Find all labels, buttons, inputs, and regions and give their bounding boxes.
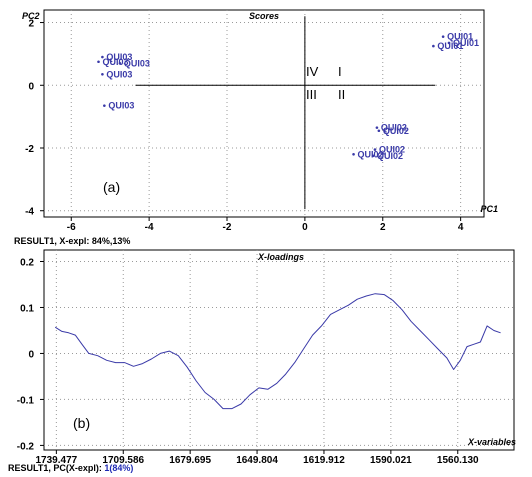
score-point: QUI03 bbox=[97, 57, 129, 67]
scores-y-axis-label: PC2 bbox=[22, 11, 40, 21]
scores-x-tick-label: -6 bbox=[67, 222, 76, 233]
score-point: QUI02 bbox=[375, 123, 407, 133]
loadings-grid bbox=[44, 250, 514, 450]
scores-x-tick-label: 4 bbox=[458, 222, 464, 233]
loadings-y-tick-label: -0.2 bbox=[17, 441, 35, 452]
score-point: QUI01 bbox=[432, 41, 463, 51]
loadings-panel: 1739.477 1709.586 1679.695 1649.804 1619.912… bbox=[8, 249, 516, 473]
loadings-frame bbox=[43, 249, 515, 451]
score-point: QUI02 bbox=[371, 151, 403, 161]
score-point: QUI03 bbox=[118, 58, 150, 68]
loadings-y-ticks: 0.2 0.1 0 -0.1 -0.2 bbox=[17, 257, 44, 452]
score-point: QUI02 bbox=[373, 145, 405, 155]
score-point-label: QUI02 bbox=[381, 123, 407, 133]
score-point-label: QUI03 bbox=[103, 57, 129, 67]
score-point-marker bbox=[352, 152, 355, 156]
quadrant-label-i: I bbox=[338, 64, 342, 79]
scores-frame bbox=[43, 9, 485, 218]
loadings-series bbox=[54, 293, 501, 410]
scores-x-tick-label: 2 bbox=[380, 222, 386, 233]
scores-y-tick-label: 2 bbox=[28, 19, 34, 30]
quadrant-label-iv: IV bbox=[306, 64, 319, 79]
score-point: QUI03 bbox=[101, 52, 132, 62]
score-point-label: QUI01 bbox=[437, 41, 463, 51]
quadrant-label-ii: II bbox=[338, 87, 345, 102]
score-point: QUI02 bbox=[352, 149, 384, 159]
scores-y-tick-label: -4 bbox=[25, 207, 34, 218]
score-point-marker bbox=[377, 129, 381, 133]
loadings-status-bar: RESULT1, PC(X-expl): 1(84%) bbox=[8, 463, 133, 473]
scores-points: QUI01QUI01QUI01QUI03QUI03QUI03QUI03QUI03… bbox=[97, 32, 479, 161]
loadings-x-tick-label: 1560.130 bbox=[437, 455, 479, 466]
scores-x-axis-label: PC1 bbox=[480, 204, 498, 214]
score-point-marker bbox=[373, 148, 377, 151]
score-point-label: QUI01 bbox=[453, 38, 479, 48]
quadrant-label-iii: III bbox=[306, 87, 317, 102]
score-point: QUI02 bbox=[377, 126, 409, 136]
score-point-label: QUI03 bbox=[124, 58, 150, 68]
score-point-marker bbox=[97, 60, 100, 64]
loadings-x-tick-label: 1649.804 bbox=[236, 455, 278, 466]
panel-label-b: (b) bbox=[73, 415, 90, 431]
loadings-y-tick-label: 0.1 bbox=[20, 303, 34, 314]
score-point-marker bbox=[441, 35, 445, 38]
loadings-x-tick-label: 1739.477 bbox=[36, 455, 78, 466]
scores-panel: -6 -4 -2 0 2 4 20-2-4 QUI01QUI01QUI01QUI03QUI… bbox=[14, 9, 498, 246]
loadings-x-ticks: 1739.477 1709.586 1679.695 1649.804 1619.912… bbox=[36, 450, 479, 466]
loadings-y-tick-label: 0 bbox=[28, 349, 34, 360]
score-point: QUI03 bbox=[103, 101, 134, 111]
score-point-label: QUI03 bbox=[106, 69, 132, 79]
score-point-label: QUI01 bbox=[447, 32, 473, 42]
score-point-marker bbox=[101, 72, 104, 76]
score-point-label: QUI02 bbox=[383, 126, 409, 136]
panel-label-a: (a) bbox=[103, 179, 120, 195]
loadings-y-tick-label: 0.2 bbox=[20, 257, 34, 268]
scores-y-tick-label: -2 bbox=[25, 144, 34, 155]
scores-y-ticks: 2 0 -2 -4 bbox=[25, 19, 44, 218]
scores-x-ticks: -6 -4 -2 0 2 4 bbox=[67, 217, 464, 233]
loadings-line bbox=[54, 293, 501, 410]
loadings-x-tick-label: 1619.912 bbox=[303, 455, 345, 466]
score-point: QUI01 bbox=[447, 38, 479, 48]
score-point-marker bbox=[101, 55, 104, 59]
score-point-label: QUI02 bbox=[377, 151, 403, 161]
score-point-marker bbox=[103, 104, 106, 107]
score-point-label: QUI03 bbox=[106, 52, 132, 62]
scores-title: Scores bbox=[249, 11, 279, 21]
scores-x-tick-label: 0 bbox=[302, 222, 308, 233]
loadings-y-tick-label: -0.1 bbox=[17, 395, 35, 406]
loadings-x-axis-label: X-variables bbox=[467, 437, 516, 447]
scores-y-tick-label: 0 bbox=[28, 81, 34, 92]
score-point-marker bbox=[447, 41, 451, 45]
scores-crosshair bbox=[135, 16, 436, 210]
score-point-marker bbox=[118, 62, 122, 65]
score-point-marker bbox=[375, 126, 379, 129]
loadings-x-tick-label: 1590.021 bbox=[370, 455, 412, 466]
score-point: QUI01 bbox=[441, 32, 473, 42]
score-point-marker bbox=[371, 154, 375, 158]
score-point-label: QUI03 bbox=[108, 101, 134, 111]
score-point-label: QUI02 bbox=[379, 145, 405, 155]
score-point-label: QUI02 bbox=[358, 149, 384, 159]
loadings-x-tick-label: 1709.586 bbox=[102, 455, 144, 466]
score-point: QUI03 bbox=[101, 69, 132, 79]
loadings-title: X-loadings bbox=[257, 252, 304, 262]
scores-status-bar: RESULT1, X-expl: 84%,13% bbox=[14, 236, 130, 246]
scores-x-tick-label: -4 bbox=[145, 222, 154, 233]
loadings-x-tick-label: 1679.695 bbox=[169, 455, 211, 466]
scores-x-tick-label: -2 bbox=[223, 222, 232, 233]
score-point-marker bbox=[432, 44, 435, 48]
